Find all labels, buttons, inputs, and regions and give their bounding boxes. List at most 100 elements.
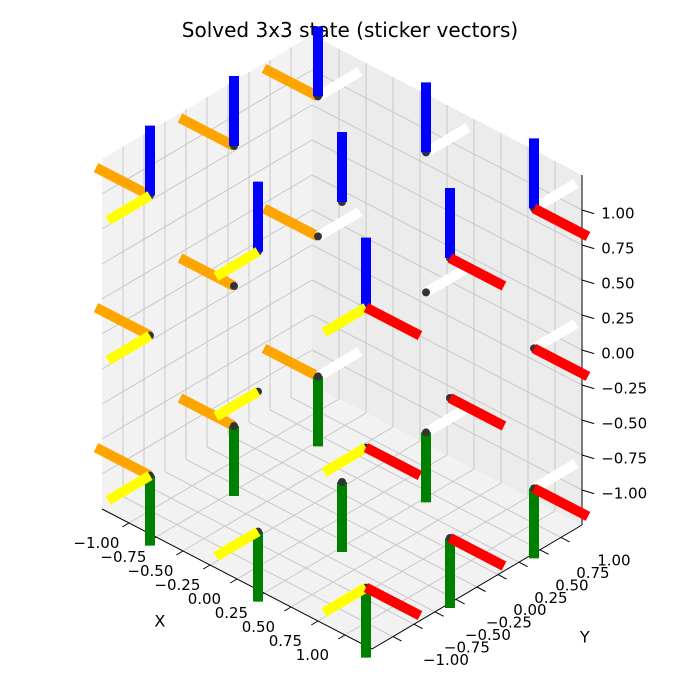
cubie-center-dot: [422, 428, 430, 437]
x-tick-label: 0.50: [242, 618, 275, 636]
y-axis-label: Y: [579, 628, 590, 647]
sticker-vector-l: [261, 343, 321, 381]
sticker-vector-l: [93, 303, 153, 341]
sticker-vector-l: [93, 443, 153, 481]
sticker-vector-f: [213, 247, 261, 281]
y-tick-label: −0.75: [444, 638, 490, 656]
sticker-vector-r: [531, 483, 591, 521]
sticker-vector-r: [531, 343, 591, 381]
z-tick: [581, 279, 595, 285]
x-tick-label: −0.75: [100, 548, 146, 566]
x-tick-label: −1.00: [73, 534, 119, 552]
sticker-vector-r: [531, 203, 591, 241]
sticker-vector-f: [105, 191, 153, 225]
z-tick-label: 0.25: [601, 310, 634, 328]
z-tick-label: 0.50: [601, 275, 634, 293]
sticker-vector-b: [315, 67, 363, 101]
sticker-vector-f: [105, 471, 153, 505]
z-tick: [581, 244, 595, 250]
z-tick-label: 1.00: [601, 205, 634, 223]
x-tick-label: 0.00: [188, 590, 221, 608]
x-tick-label: 0.75: [269, 632, 302, 650]
sticker-vector-l: [177, 113, 237, 151]
y-tick: [560, 536, 570, 543]
z-tick: [581, 209, 595, 215]
grid-line: [263, 468, 475, 594]
x-tick: [122, 522, 130, 528]
y-tick-label: 0.25: [534, 589, 567, 607]
y-tick-label: 0.50: [555, 576, 588, 594]
sticker-vector-l: [261, 203, 321, 241]
x-tick: [176, 550, 184, 556]
sticker-vector-l: [261, 63, 321, 101]
y-tick: [497, 574, 507, 580]
grid-line: [248, 421, 520, 563]
sticker-vector-b: [423, 263, 471, 297]
grid-line: [290, 482, 502, 608]
y-tick: [476, 586, 486, 592]
x-tick: [311, 620, 319, 626]
sticker-vector-f: [213, 387, 261, 421]
sticker-vector-b: [315, 207, 363, 241]
chart-title: Solved 3x3 state (sticker vectors): [181, 18, 519, 42]
sticker-vector-b: [315, 347, 363, 381]
y-tick-label: −0.25: [486, 614, 532, 632]
y-tick: [392, 636, 402, 642]
x-tick-label: 1.00: [296, 646, 329, 664]
z-tick-label: 0.75: [601, 240, 634, 258]
x-tick: [338, 634, 346, 640]
cubie-center-dot: [422, 288, 430, 297]
y-tick: [539, 549, 549, 555]
x-tick-label: −0.25: [154, 576, 200, 594]
sticker-vector-r: [447, 393, 507, 431]
sticker-vector-b: [531, 319, 579, 353]
x-tick: [230, 578, 238, 584]
x-tick: [284, 606, 292, 612]
y-tick-label: 1.00: [597, 552, 630, 570]
sticker-vector-b: [423, 403, 471, 437]
sticker-vector-f: [321, 583, 369, 617]
y-tick: [434, 611, 444, 617]
grid-line: [101, 174, 313, 300]
sticker-vector-b: [531, 179, 579, 213]
sticker-vector-l: [177, 253, 237, 291]
cubie-center-dot: [230, 422, 238, 430]
cubie-center-dot: [314, 232, 322, 241]
z-tick: [581, 419, 595, 425]
y-tick: [413, 623, 423, 630]
x-tick-label: 0.25: [215, 604, 248, 622]
z-tick: [581, 314, 595, 320]
y-tick: [518, 561, 528, 568]
sticker-vector-l: [93, 163, 153, 201]
sticker-vector-f: [213, 527, 261, 561]
cubie-center-dot: [230, 282, 238, 290]
sticker-vector-b: [531, 459, 579, 493]
z-tick-label: −0.25: [601, 380, 647, 398]
cubie-center-dot: [338, 478, 346, 486]
z-tick: [581, 349, 595, 355]
grid-line: [101, 139, 313, 265]
sticker-vector-f: [105, 331, 153, 365]
sticker-vector-r: [447, 253, 507, 291]
cubie-center-dot: [314, 372, 322, 381]
x-axis-label: X: [154, 612, 165, 631]
y-tick-label: −0.50: [465, 626, 511, 644]
sticker-vector-r: [363, 303, 423, 341]
z-tick: [581, 384, 595, 390]
sticker-vector-f: [321, 303, 369, 337]
y-tick-label: −1.00: [423, 651, 469, 669]
x-tick: [203, 564, 211, 570]
z-tick-label: 0.00: [601, 345, 634, 363]
sticker-vector-f: [321, 443, 369, 477]
z-tick: [581, 489, 595, 495]
grid-line: [311, 104, 583, 246]
z-tick: [581, 454, 595, 460]
y-tick-label: 0.75: [576, 564, 609, 582]
z-tick-label: −0.75: [601, 450, 647, 468]
y-tick: [455, 598, 465, 605]
z-tick-label: −1.00: [601, 485, 647, 503]
sticker-vector-l: [177, 393, 237, 431]
sticker-vector-r: [447, 533, 507, 571]
x-tick-label: −0.50: [127, 562, 173, 580]
